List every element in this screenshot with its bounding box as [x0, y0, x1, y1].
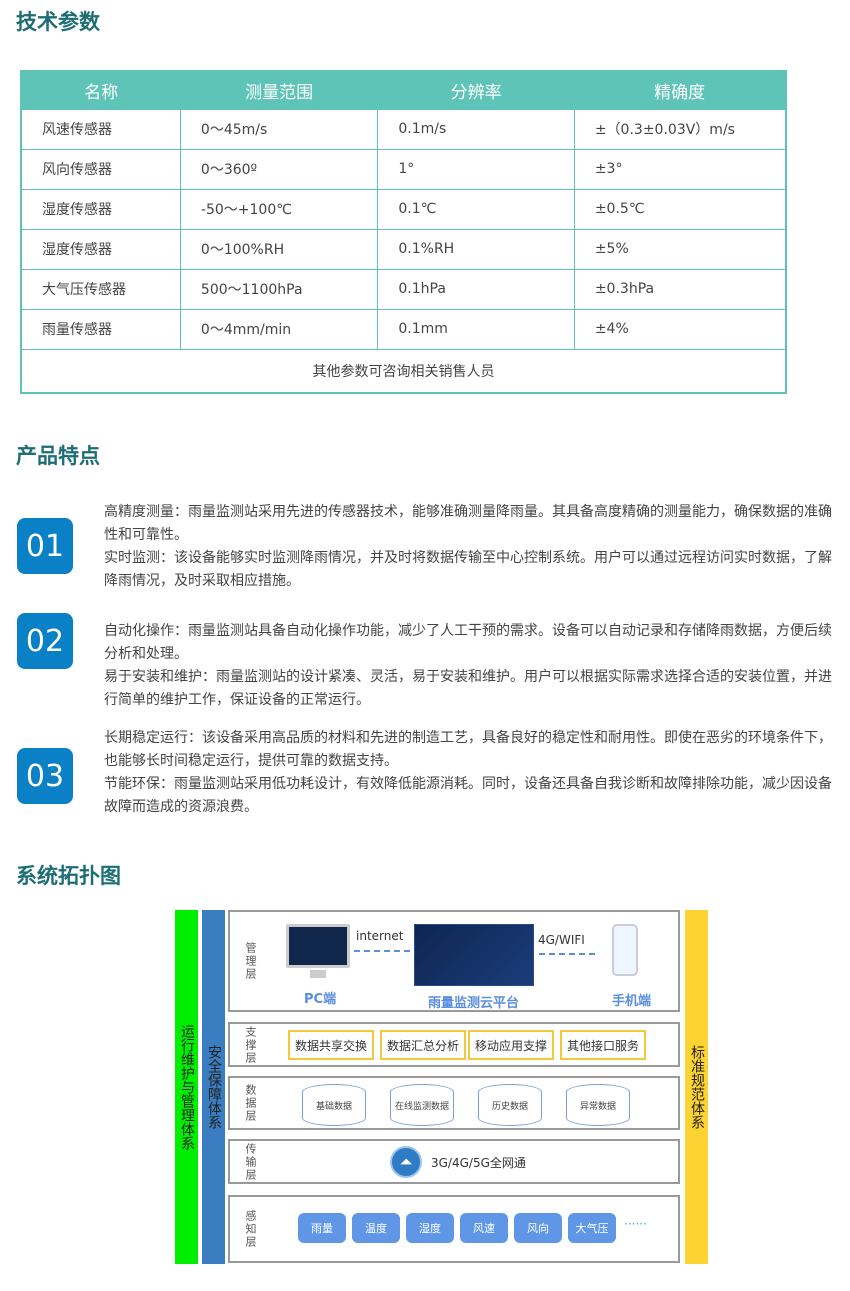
- ops-management-bar: 运行维护与管理体系: [175, 910, 198, 1264]
- table-cell: ±（0.3±0.03V）m/s: [573, 108, 787, 150]
- signal-tower-icon: ⏶: [390, 1146, 422, 1178]
- feature-paragraph: 长期稳定运行：该设备采用高品质的材料和先进的制造工艺，具备良好的稳定性和耐用性。…: [104, 730, 832, 769]
- table-cell: 0.1hPa: [377, 268, 575, 310]
- database-cylinder: 基础数据: [302, 1084, 366, 1126]
- feature-number-badge: 03: [17, 748, 73, 804]
- more-indicator: ······: [624, 1217, 647, 1231]
- table-row: 风速传感器 0～45m/s 0.1m/s ±（0.3±0.03V）m/s: [20, 108, 787, 150]
- sensor-pill: 风向: [514, 1213, 562, 1243]
- support-item: 数据汇总分析: [380, 1030, 466, 1060]
- internet-label: internet: [356, 929, 404, 943]
- cloud-dashboard-image: [414, 924, 534, 986]
- layer-name: 感知层: [245, 1209, 257, 1249]
- table-cell: 0～360º: [179, 148, 379, 190]
- transport-layer: 传输层 ⏶ 3G/4G/5G全网通: [228, 1139, 680, 1184]
- table-row: 雨量传感器 0～4mm/min 0.1mm ±4%: [20, 308, 787, 350]
- topology-diagram: 运行维护与管理体系 安全保障体系 标准规范体系 管理层 PC端 internet…: [175, 910, 708, 1265]
- support-item: 移动应用支撑: [468, 1030, 554, 1060]
- section-title-features: 产品特点: [16, 444, 100, 468]
- arrow-right-icon: [539, 953, 595, 955]
- arrow-left-icon: [354, 950, 410, 952]
- table-cell: ±4%: [573, 308, 787, 350]
- column-header: 精确度: [574, 71, 786, 109]
- feature-paragraph: 高精度测量：雨量监测站采用先进的传感器技术，能够准确测量降雨量。其具备高度精确的…: [104, 504, 832, 543]
- table-cell: 风向传感器: [20, 148, 181, 190]
- support-layer: 支撑层 数据共享交换 数据汇总分析 移动应用支撑 其他接口服务: [228, 1022, 680, 1067]
- table-row: 风向传感器 0～360º 1° ±3°: [20, 148, 787, 190]
- feature-paragraph: 实时监测：该设备能够实时监测降雨情况，并及时将数据传输至中心控制系统。用户可以通…: [104, 550, 832, 589]
- feature-text: 高精度测量：雨量监测站采用先进的传感器技术，能够准确测量降雨量。其具备高度精确的…: [104, 501, 836, 593]
- data-layer: 数据层 基础数据 在线监测数据 历史数据 异常数据: [228, 1076, 680, 1130]
- network-label: 3G/4G/5G全网通: [431, 1156, 526, 1170]
- feature-number-badge: 02: [17, 613, 73, 669]
- table-cell: 雨量传感器: [20, 308, 181, 350]
- table-cell: ±0.5℃: [573, 188, 787, 230]
- management-layer: 管理层 PC端 internet 雨量监测云平台 4G/WIFI 手机端: [228, 910, 680, 1012]
- table-cell: 0～4mm/min: [179, 308, 379, 350]
- layer-name: 传输层: [245, 1142, 257, 1181]
- column-header: 名称: [21, 71, 181, 109]
- phone-label: 手机端: [612, 994, 652, 1009]
- section-title-topology: 系统拓扑图: [16, 864, 121, 888]
- table-cell: ±0.3hPa: [573, 268, 787, 310]
- security-bar: 安全保障体系: [202, 910, 225, 1264]
- layer-name: 支撑层: [245, 1025, 257, 1064]
- table-row: 湿度传感器 0～100%RH 0.1%RH ±5%: [20, 228, 787, 270]
- table-cell: 1°: [377, 148, 575, 190]
- phone-icon: [612, 924, 638, 976]
- table-cell: 500～1100hPa: [179, 268, 379, 310]
- table-cell: 0.1mm: [377, 308, 575, 350]
- table-cell: 风速传感器: [20, 108, 181, 150]
- feature-paragraph: 易于安装和维护：雨量监测站的设计紧凑、灵活，易于安装和维护。用户可以根据实际需求…: [104, 669, 832, 708]
- table-cell: ±3°: [573, 148, 787, 190]
- standards-bar: 标准规范体系: [685, 910, 708, 1264]
- layer-name: 数据层: [245, 1083, 257, 1123]
- column-header: 测量范围: [180, 71, 378, 109]
- feature-text: 长期稳定运行：该设备采用高品质的材料和先进的制造工艺，具备良好的稳定性和耐用性。…: [104, 727, 836, 819]
- sensor-pill: 温度: [352, 1213, 400, 1243]
- pc-label: PC端: [304, 992, 337, 1007]
- sensor-pill: 湿度: [406, 1213, 454, 1243]
- sensor-pill: 大气压: [568, 1213, 616, 1243]
- cloud-platform-label: 雨量监测云平台: [428, 996, 520, 1011]
- sensing-layer: 感知层 雨量 温度 湿度 风速 风向 大气压 ······: [228, 1195, 680, 1263]
- table-cell: -50～+100℃: [179, 188, 379, 230]
- database-cylinder: 在线监测数据: [390, 1084, 454, 1126]
- wifi-label: 4G/WIFI: [538, 933, 585, 947]
- table-cell: 0～45m/s: [179, 108, 379, 150]
- spec-table: 名称 测量范围 分辨率 精确度 风速传感器 0～45m/s 0.1m/s ±（0.3±0.0…: [20, 70, 787, 394]
- table-footer: 其他参数可咨询相关销售人员: [20, 348, 787, 394]
- database-cylinder: 历史数据: [478, 1084, 542, 1126]
- table-cell: 0～100%RH: [179, 228, 379, 270]
- table-cell: 0.1%RH: [377, 228, 575, 270]
- sensor-pill: 雨量: [298, 1213, 346, 1243]
- support-item: 其他接口服务: [560, 1030, 646, 1060]
- table-cell: 大气压传感器: [20, 268, 181, 310]
- layer-name: 管理层: [245, 941, 257, 981]
- sensor-pill: 风速: [460, 1213, 508, 1243]
- feature-number-badge: 01: [17, 518, 73, 574]
- feature-paragraph: 节能环保：雨量监测站采用低功耗设计，有效降低能源消耗。同时，设备还具备自我诊断和…: [104, 776, 832, 815]
- table-row: 湿度传感器 -50～+100℃ 0.1℃ ±0.5℃: [20, 188, 787, 230]
- table-cell: 0.1℃: [377, 188, 575, 230]
- table-cell: ±5%: [573, 228, 787, 270]
- table-cell: 湿度传感器: [20, 188, 181, 230]
- column-header: 分辨率: [377, 71, 575, 109]
- feature-text: 自动化操作：雨量监测站具备自动化操作功能，减少了人工干预的需求。设备可以自动记录…: [104, 620, 836, 712]
- feature-paragraph: 自动化操作：雨量监测站具备自动化操作功能，减少了人工干预的需求。设备可以自动记录…: [104, 623, 832, 662]
- table-cell: 湿度传感器: [20, 228, 181, 270]
- section-title-specs: 技术参数: [16, 10, 100, 34]
- support-item: 数据共享交换: [288, 1030, 374, 1060]
- pc-monitor-icon: [286, 924, 350, 968]
- table-cell: 0.1m/s: [377, 108, 575, 150]
- database-cylinder: 异常数据: [566, 1084, 630, 1126]
- table-row: 大气压传感器 500～1100hPa 0.1hPa ±0.3hPa: [20, 268, 787, 310]
